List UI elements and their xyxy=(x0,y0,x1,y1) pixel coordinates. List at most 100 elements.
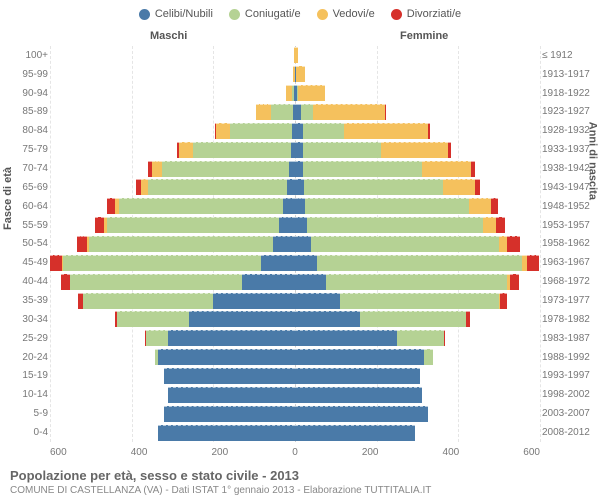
bar-segment xyxy=(475,179,480,195)
age-label: 15-19 xyxy=(10,370,48,381)
age-label: 20-24 xyxy=(10,352,48,363)
male-bar xyxy=(50,387,295,403)
bar-segment xyxy=(189,311,295,327)
bar-segment xyxy=(296,66,305,82)
bar-segment xyxy=(230,123,291,139)
age-label: 70-74 xyxy=(10,163,48,174)
female-bar xyxy=(295,406,540,422)
female-bar xyxy=(295,349,540,365)
bar-segment xyxy=(179,142,193,158)
legend-label: Coniugati/e xyxy=(245,8,301,20)
chart-title: Popolazione per età, sesso e stato civil… xyxy=(10,468,590,483)
age-label: 90-94 xyxy=(10,88,48,99)
bar-segment xyxy=(95,217,104,233)
bar-segment xyxy=(422,161,471,177)
age-label: 55-59 xyxy=(10,220,48,231)
bar-segment xyxy=(152,161,162,177)
age-label: 35-39 xyxy=(10,295,48,306)
legend: Celibi/NubiliConiugati/eVedovi/eDivorzia… xyxy=(0,0,600,24)
age-label: 45-49 xyxy=(10,257,48,268)
bar-segment xyxy=(510,274,519,290)
female-bar xyxy=(295,142,540,158)
bar-segment xyxy=(469,198,491,214)
bar-segment xyxy=(295,217,307,233)
bar-segment xyxy=(158,349,295,365)
bar-segment xyxy=(295,406,428,422)
male-bar xyxy=(50,406,295,422)
legend-label: Vedovi/e xyxy=(333,8,375,20)
pyramid-row: 0-42008-2012 xyxy=(50,423,540,442)
bar-segment xyxy=(448,142,451,158)
legend-label: Divorziati/e xyxy=(407,8,461,20)
bar-segment xyxy=(193,142,291,158)
bar-segment xyxy=(117,311,188,327)
age-label: 30-34 xyxy=(10,314,48,325)
x-tick-label: 400 xyxy=(131,447,148,458)
female-bar xyxy=(295,123,540,139)
bar-segment xyxy=(295,123,303,139)
bar-segment xyxy=(273,236,295,252)
birth-year-label: 1998-2002 xyxy=(542,389,600,400)
age-label: 50-54 xyxy=(10,238,48,249)
age-label: 75-79 xyxy=(10,144,48,155)
female-bar xyxy=(295,66,540,82)
age-label: 25-29 xyxy=(10,333,48,344)
pyramid-row: 45-491963-1967 xyxy=(50,253,540,272)
legend-item: Vedovi/e xyxy=(317,8,375,20)
bar-segment xyxy=(298,85,325,101)
male-bar xyxy=(50,217,295,233)
chart-subtitle: COMUNE DI CASTELLANZA (VA) - Dati ISTAT … xyxy=(10,485,590,496)
female-bar xyxy=(295,236,540,252)
pyramid-row: 85-891923-1927 xyxy=(50,103,540,122)
bar-segment xyxy=(428,123,430,139)
population-pyramid-chart: Celibi/NubiliConiugati/eVedovi/eDivorzia… xyxy=(0,0,600,500)
bar-segment xyxy=(77,236,87,252)
female-bar xyxy=(295,47,540,63)
pyramid-row: 80-841928-1932 xyxy=(50,121,540,140)
pyramid-row: 40-441968-1972 xyxy=(50,272,540,291)
male-bar xyxy=(50,255,295,271)
male-bar xyxy=(50,66,295,82)
pyramid-row: 35-391973-1977 xyxy=(50,291,540,310)
bar-segment xyxy=(397,330,444,346)
bar-segment xyxy=(283,198,295,214)
bar-segment xyxy=(340,293,499,309)
birth-year-label: 1988-1992 xyxy=(542,352,600,363)
pyramid-row: 65-691943-1947 xyxy=(50,178,540,197)
pyramid-row: 75-791933-1937 xyxy=(50,140,540,159)
bar-segment xyxy=(295,293,340,309)
age-label: 5-9 xyxy=(10,408,48,419)
female-bar xyxy=(295,330,540,346)
age-label: 95-99 xyxy=(10,69,48,80)
bar-segment xyxy=(213,293,295,309)
bar-segment xyxy=(295,47,298,63)
x-tick-label: 0 xyxy=(292,447,298,458)
bar-segment xyxy=(242,274,295,290)
bar-segment xyxy=(295,368,420,384)
x-axis: 6004002000200400600 xyxy=(50,447,540,458)
birth-year-label: 1928-1932 xyxy=(542,125,600,136)
birth-year-label: 2008-2012 xyxy=(542,427,600,438)
female-bar xyxy=(295,368,540,384)
pyramid-row: 30-341978-1982 xyxy=(50,310,540,329)
bar-segment xyxy=(107,217,279,233)
birth-year-label: 1953-1957 xyxy=(542,220,600,231)
bar-segment xyxy=(295,425,415,441)
male-bar xyxy=(50,47,295,63)
bar-segment xyxy=(303,142,381,158)
birth-year-label: 1948-1952 xyxy=(542,201,600,212)
pyramid-row: 50-541958-1962 xyxy=(50,235,540,254)
bar-segment xyxy=(295,161,303,177)
bar-segment xyxy=(164,368,295,384)
bar-segment xyxy=(83,293,214,309)
bar-segment xyxy=(303,161,421,177)
age-label: 80-84 xyxy=(10,125,48,136)
birth-year-label: 1933-1937 xyxy=(542,144,600,155)
bar-segment xyxy=(148,179,287,195)
bar-segment xyxy=(295,236,311,252)
bar-segment xyxy=(317,255,521,271)
bar-segment xyxy=(168,330,295,346)
pyramid-row: 15-191993-1997 xyxy=(50,367,540,386)
female-bar xyxy=(295,293,540,309)
legend-swatch xyxy=(229,9,240,20)
